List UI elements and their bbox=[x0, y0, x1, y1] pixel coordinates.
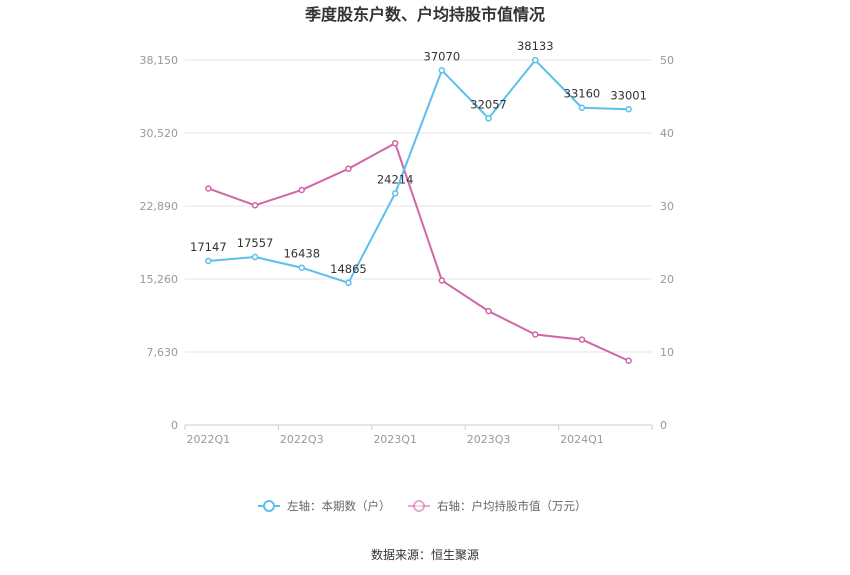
data-label: 14865 bbox=[330, 262, 367, 276]
data-point[interactable] bbox=[345, 165, 352, 173]
right-tick-label: 50 bbox=[660, 54, 674, 67]
left-tick-label: 22,890 bbox=[140, 200, 179, 213]
data-point[interactable] bbox=[625, 357, 632, 365]
left-tick-label: 15,260 bbox=[140, 273, 179, 286]
right-axis: 0 10 20 30 40 50 bbox=[660, 54, 674, 432]
data-point[interactable] bbox=[625, 106, 632, 113]
data-label: 37070 bbox=[424, 49, 461, 63]
x-tick-label: 2023Q3 bbox=[467, 433, 511, 446]
left-tick-label: 38,150 bbox=[140, 54, 179, 67]
data-point[interactable] bbox=[532, 56, 539, 64]
series-line bbox=[208, 142, 630, 362]
data-label: 32057 bbox=[470, 97, 507, 111]
data-point[interactable] bbox=[578, 336, 586, 343]
left-axis: 0 7,630 15,260 22,890 30,520 38,150 bbox=[140, 54, 179, 432]
right-tick-label: 30 bbox=[660, 200, 674, 213]
data-label: 38133 bbox=[517, 39, 554, 53]
data-label: 33160 bbox=[564, 87, 601, 101]
data-label: 16438 bbox=[283, 247, 320, 261]
data-point[interactable] bbox=[251, 202, 259, 209]
data-point[interactable] bbox=[205, 185, 212, 192]
series-layer: 17147 17557 16438 14865 24214 37070 32057 38133… bbox=[190, 39, 647, 365]
data-point[interactable] bbox=[438, 67, 446, 74]
data-point[interactable] bbox=[485, 115, 492, 122]
data-point[interactable] bbox=[485, 307, 492, 315]
data-point[interactable] bbox=[532, 331, 539, 338]
x-tick-label: 2022Q1 bbox=[187, 433, 231, 446]
legend-marker bbox=[263, 500, 275, 512]
x-tick-label: 2023Q1 bbox=[373, 433, 417, 446]
right-tick-label: 10 bbox=[660, 346, 674, 359]
right-tick-label: 0 bbox=[660, 419, 667, 432]
data-point[interactable] bbox=[391, 190, 399, 197]
data-label: 17147 bbox=[190, 240, 227, 254]
data-point[interactable] bbox=[298, 264, 305, 271]
x-axis: 2022Q1 2022Q3 2023Q1 2023Q3 2024Q1 bbox=[184, 425, 653, 446]
data-point[interactable] bbox=[578, 104, 586, 111]
right-tick-label: 40 bbox=[660, 127, 674, 140]
data-label: 33001 bbox=[610, 88, 647, 102]
chart-title: 季度股东户数、户均持股市值情况 bbox=[304, 5, 545, 24]
legend-label[interactable]: 左轴：本期数（户） bbox=[287, 499, 391, 513]
left-tick-label: 7,630 bbox=[147, 346, 179, 359]
right-tick-label: 20 bbox=[660, 273, 674, 286]
data-label: 17557 bbox=[237, 236, 274, 250]
data-point[interactable] bbox=[438, 277, 446, 284]
legend-label[interactable]: 右轴：户均持股市值（万元） bbox=[437, 499, 587, 513]
x-tick-label: 2024Q1 bbox=[560, 433, 604, 446]
series-line bbox=[208, 59, 629, 284]
x-tick-label: 2022Q3 bbox=[280, 433, 324, 446]
data-label: 24214 bbox=[377, 172, 414, 186]
data-point[interactable] bbox=[345, 279, 352, 287]
legend[interactable]: 左轴：本期数（户） 右轴：户均持股市值（万元） bbox=[258, 499, 587, 513]
data-point[interactable] bbox=[251, 253, 259, 261]
data-point[interactable] bbox=[205, 257, 212, 265]
legend-marker bbox=[413, 500, 425, 512]
left-tick-label: 30,520 bbox=[140, 127, 179, 140]
left-tick-label: 0 bbox=[171, 419, 178, 432]
data-point[interactable] bbox=[298, 186, 305, 194]
data-point[interactable] bbox=[391, 139, 399, 147]
source-note: 数据来源：恒生聚源 bbox=[371, 547, 479, 562]
